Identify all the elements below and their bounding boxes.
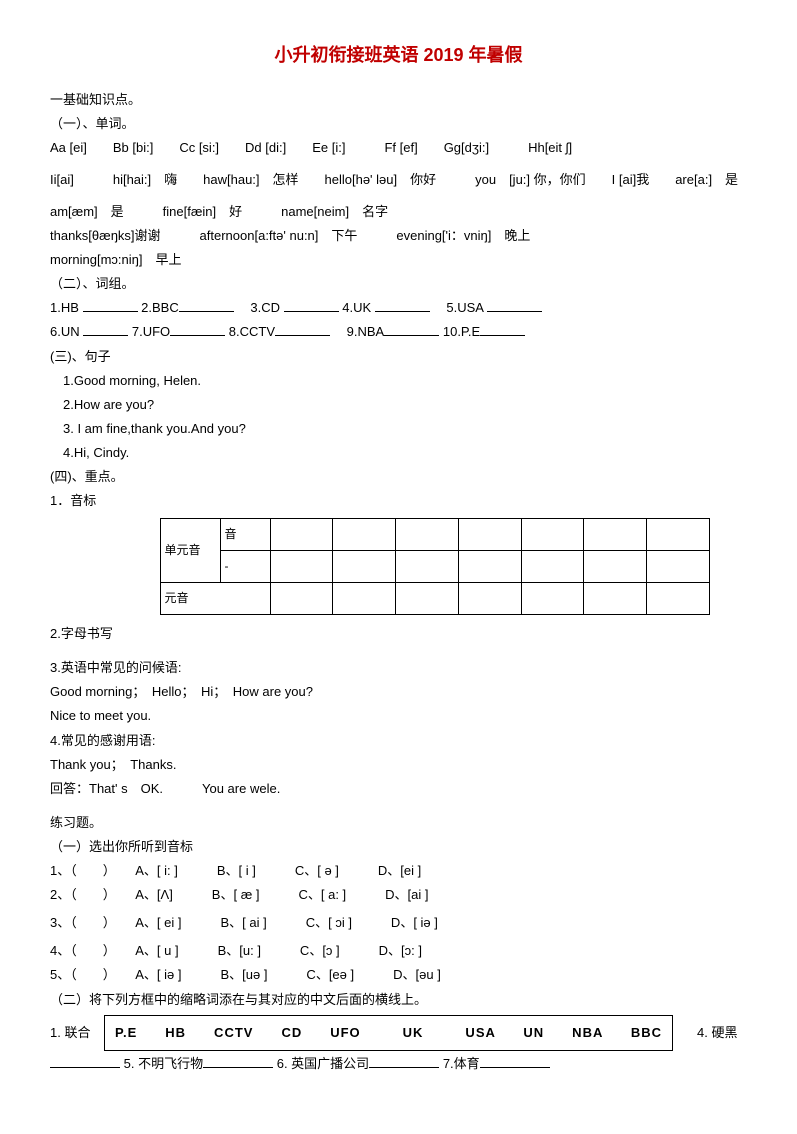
words-line-5: morning[mɔ:niŋ] 早上 bbox=[50, 249, 747, 271]
sentence-4: 4.Hi, Cindy. bbox=[50, 442, 747, 464]
abbrev-box: P.E HB CCTV CD UFO UK USA UN NBA BBC bbox=[104, 1015, 673, 1051]
blank[interactable] bbox=[487, 298, 542, 312]
phrase-10: 10.P.E bbox=[443, 324, 480, 339]
words-line-4: thanks[θæŋks]谢谢 afternoon[a:ftə' nu:n] 下… bbox=[50, 225, 747, 247]
phrase-row-2: 6.UN 7.UFO 8.CCTV 9.NBA 10.P.E bbox=[50, 321, 747, 343]
cell-monophthong: 单元音 bbox=[160, 519, 220, 583]
blank[interactable] bbox=[179, 298, 234, 312]
subsection-1-4: (四)、重点。 bbox=[50, 466, 747, 488]
blank[interactable] bbox=[170, 322, 225, 336]
match-6: 6. 英国广播公司 bbox=[277, 1056, 369, 1071]
q2: 2、（ ） A、[Λ] B、[ æ ] C、[ a: ] D、[ai ] bbox=[50, 884, 747, 906]
thanks-1: Thank you； Thanks. bbox=[50, 754, 747, 776]
page-title: 小升初衔接班英语 2019 年暑假 bbox=[50, 40, 747, 71]
sentence-2: 2.How are you? bbox=[50, 394, 747, 416]
match-7: 7.体育 bbox=[443, 1056, 480, 1071]
blank[interactable] bbox=[275, 322, 330, 336]
sentence-3: 3. I am fine,thank you.And you? bbox=[50, 418, 747, 440]
exercise-sub-1: （一）选出你所听到音标 bbox=[50, 836, 747, 858]
phrase-7: 7.UFO bbox=[132, 324, 170, 339]
cell-vowel: 元音 bbox=[160, 583, 270, 615]
greetings-2: Nice to meet you. bbox=[50, 705, 747, 727]
q5: 5、（ ） A、[ iə ] B、[uə ] C、[eə ] D、[əu ] bbox=[50, 964, 747, 986]
point-4: 4.常见的感谢用语: bbox=[50, 730, 747, 752]
thanks-2: 回答：That' s OK. You are wele. bbox=[50, 778, 747, 800]
phrase-8: 8.CCTV bbox=[229, 324, 275, 339]
phonetic-table: 单元音 音 - 元音 bbox=[110, 518, 710, 615]
subsection-1-3: (三)、句子 bbox=[50, 346, 747, 368]
sentence-1: 1.Good morning, Helen. bbox=[50, 370, 747, 392]
phrase-5: 5.USA bbox=[446, 300, 483, 315]
phrase-4: 4.UK bbox=[342, 300, 371, 315]
match-row-2: 5. 不明飞行物 6. 英国广播公司 7.体育 bbox=[50, 1053, 747, 1075]
phrase-6: 6.UN bbox=[50, 324, 80, 339]
q1: 1、（ ） A、[ i: ] B、[ i ] C、[ ə ] D、[ei ] bbox=[50, 860, 747, 882]
blank[interactable] bbox=[284, 298, 339, 312]
section-1-heading: 一基础知识点。 bbox=[50, 89, 747, 111]
words-line-3: am[æm] 是 fine[fæin] 好 name[neim] 名字 bbox=[50, 201, 747, 223]
q3: 3、（ ） A、[ ei ] B、[ ai ] C、[ ɔi ] D、[ iə … bbox=[50, 912, 747, 934]
blank[interactable] bbox=[203, 1054, 273, 1068]
phrase-3: 3.CD bbox=[250, 300, 280, 315]
point-2: 2.字母书写 bbox=[50, 623, 747, 645]
cell-short: - bbox=[220, 551, 270, 583]
words-line-2: Ii[ai] hi[hai:] 嗨 haw[hau:] 怎样 hello[hə'… bbox=[50, 169, 747, 191]
blank[interactable] bbox=[369, 1054, 439, 1068]
blank[interactable] bbox=[50, 1054, 120, 1068]
blank[interactable] bbox=[83, 322, 128, 336]
greetings-1: Good morning； Hello； Hi； How are you? bbox=[50, 681, 747, 703]
phrase-row-1: 1.HB 2.BBC 3.CD 4.UK 5.USA bbox=[50, 297, 747, 319]
blank[interactable] bbox=[480, 1054, 550, 1068]
match-1b: 4. 硬黑 bbox=[697, 1022, 737, 1044]
letters-row: Aa [ei] Bb [bi:] Cc [si:] Dd [di:] Ee [i… bbox=[50, 137, 747, 159]
blank[interactable] bbox=[375, 298, 430, 312]
point-1: 1．音标 bbox=[50, 490, 747, 512]
blank[interactable] bbox=[384, 322, 439, 336]
match-5: 5. 不明飞行物 bbox=[124, 1056, 203, 1071]
exercises-heading: 练习题。 bbox=[50, 812, 747, 834]
match-1a: 1. 联合 bbox=[50, 1022, 100, 1044]
blank[interactable] bbox=[83, 298, 138, 312]
q4: 4、（ ） A、[ u ] B、[u: ] C、[ɔ ] D、[ɔ: ] bbox=[50, 940, 747, 962]
subsection-1-1: （一）、单词。 bbox=[50, 113, 747, 135]
phrase-9: 9.NBA bbox=[347, 324, 385, 339]
blank[interactable] bbox=[480, 322, 525, 336]
phrase-1: 1.HB bbox=[50, 300, 79, 315]
phrase-2: 2.BBC bbox=[141, 300, 179, 315]
exercise-sub-2: （二）将下列方框中的缩略词添在与其对应的中文后面的横线上。 bbox=[50, 989, 747, 1011]
subsection-1-2: （二）、词组。 bbox=[50, 273, 747, 295]
point-3: 3.英语中常见的问候语: bbox=[50, 657, 747, 679]
cell-long: 音 bbox=[220, 519, 270, 551]
